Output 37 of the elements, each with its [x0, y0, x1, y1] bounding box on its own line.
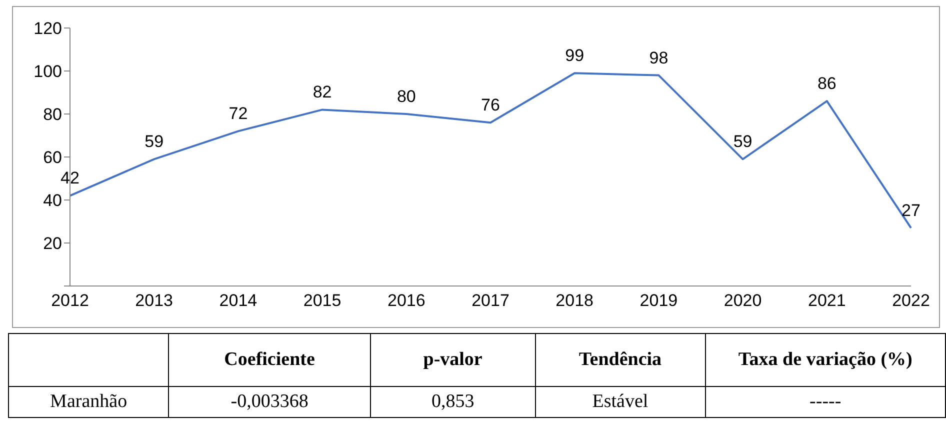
- x-tick-label: 2012: [51, 291, 89, 310]
- y-tick-label: 40: [43, 191, 62, 210]
- x-tick-label: 2019: [640, 291, 678, 310]
- text: Maranhão: [8, 386, 169, 418]
- x-tick-label: 2022: [892, 291, 930, 310]
- data-label: 59: [733, 132, 752, 152]
- text: 0,853: [370, 386, 536, 418]
- data-label: 42: [60, 168, 80, 188]
- data-label: 99: [565, 46, 584, 66]
- x-tick-label: 2013: [135, 291, 174, 310]
- y-tick-label: 20: [43, 234, 62, 254]
- x-tick-label: 2015: [303, 291, 342, 310]
- x-tick-label: 2021: [808, 291, 846, 310]
- data-label: 98: [649, 48, 668, 68]
- x-tick-label: 2014: [219, 291, 258, 310]
- y-tick-label: 80: [43, 105, 62, 124]
- text: p-valor: [370, 334, 536, 386]
- data-label: 59: [144, 132, 164, 152]
- data-label: 72: [228, 104, 248, 124]
- data-label: 27: [902, 200, 920, 220]
- y-tick-label: 120: [34, 19, 62, 38]
- data-label: 82: [312, 82, 332, 102]
- y-tick-label: 100: [34, 62, 62, 82]
- data-label: 86: [817, 74, 836, 94]
- text: -----: [705, 386, 946, 418]
- x-tick-label: 2017: [472, 291, 510, 310]
- x-tick-label: 2016: [387, 291, 426, 310]
- y-tick-label: 60: [43, 148, 62, 168]
- text: Tendência: [535, 334, 706, 386]
- x-tick-label: 2018: [556, 291, 594, 310]
- text: Taxa de variação (%): [705, 334, 946, 386]
- data-label: 76: [481, 96, 500, 115]
- text: -0,003368: [168, 386, 370, 418]
- x-tick-label: 2020: [724, 291, 762, 310]
- text: Estável: [535, 386, 706, 418]
- data-label: 80: [396, 87, 416, 106]
- text: Coeficiente: [168, 334, 370, 386]
